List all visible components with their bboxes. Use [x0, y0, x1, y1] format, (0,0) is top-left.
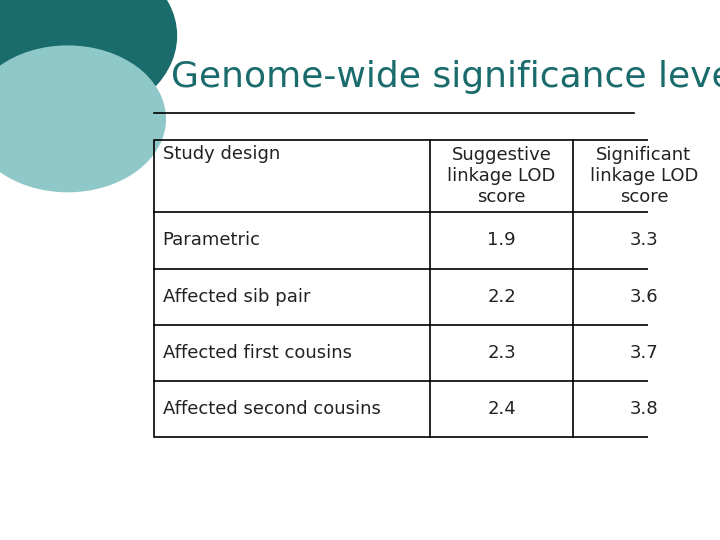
Text: Genome-wide significance level (3): Genome-wide significance level (3)	[171, 60, 720, 94]
Text: Affected second cousins: Affected second cousins	[163, 400, 380, 418]
Text: 3.3: 3.3	[629, 232, 658, 249]
Text: Parametric: Parametric	[163, 232, 261, 249]
Text: 1.9: 1.9	[487, 232, 516, 249]
Text: 2.4: 2.4	[487, 400, 516, 418]
Bar	[154, 140, 715, 437]
Text: Affected first cousins: Affected first cousins	[163, 344, 351, 362]
Text: 2.2: 2.2	[487, 288, 516, 306]
Text: 3.6: 3.6	[629, 288, 658, 306]
Text: 3.7: 3.7	[629, 344, 658, 362]
Text: 3.8: 3.8	[629, 400, 658, 418]
Circle shape	[0, 0, 176, 123]
Text: Significant
linkage LOD
score: Significant linkage LOD score	[590, 146, 698, 206]
Text: Suggestive
linkage LOD
score: Suggestive linkage LOD score	[447, 146, 556, 206]
Text: Affected sib pair: Affected sib pair	[163, 288, 310, 306]
Circle shape	[0, 46, 166, 192]
Text: Study design: Study design	[163, 145, 280, 163]
Text: 2.3: 2.3	[487, 344, 516, 362]
